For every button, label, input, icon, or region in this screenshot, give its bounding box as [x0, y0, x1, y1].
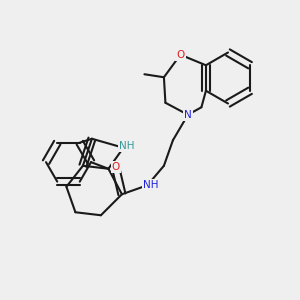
- Text: N: N: [184, 110, 192, 120]
- Text: O: O: [176, 50, 184, 60]
- Text: NH: NH: [119, 141, 135, 151]
- Text: O: O: [112, 162, 120, 172]
- Text: NH: NH: [143, 180, 158, 190]
